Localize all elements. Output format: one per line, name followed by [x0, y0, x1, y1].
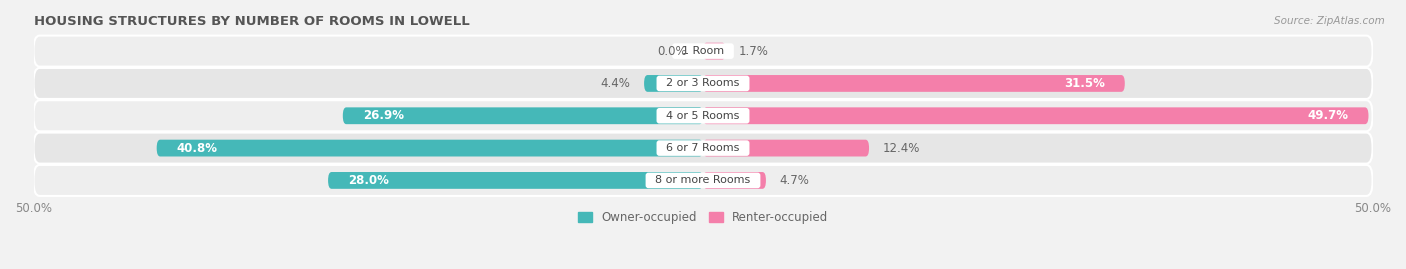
Legend: Owner-occupied, Renter-occupied: Owner-occupied, Renter-occupied	[572, 206, 834, 229]
Text: 31.5%: 31.5%	[1064, 77, 1105, 90]
FancyBboxPatch shape	[703, 107, 1368, 124]
Text: 8 or more Rooms: 8 or more Rooms	[648, 175, 758, 185]
FancyBboxPatch shape	[34, 68, 1372, 99]
Text: 4.4%: 4.4%	[600, 77, 631, 90]
FancyBboxPatch shape	[703, 75, 1125, 92]
FancyBboxPatch shape	[34, 100, 1372, 131]
Text: 4.7%: 4.7%	[779, 174, 810, 187]
Text: 49.7%: 49.7%	[1308, 109, 1348, 122]
FancyBboxPatch shape	[703, 140, 869, 157]
Text: 1.7%: 1.7%	[740, 45, 769, 58]
Text: 4 or 5 Rooms: 4 or 5 Rooms	[659, 111, 747, 121]
FancyBboxPatch shape	[328, 172, 703, 189]
Text: 2 or 3 Rooms: 2 or 3 Rooms	[659, 79, 747, 89]
Text: 26.9%: 26.9%	[363, 109, 404, 122]
Text: Source: ZipAtlas.com: Source: ZipAtlas.com	[1274, 16, 1385, 26]
FancyBboxPatch shape	[34, 36, 1372, 67]
FancyBboxPatch shape	[644, 75, 703, 92]
FancyBboxPatch shape	[34, 133, 1372, 164]
Text: 28.0%: 28.0%	[349, 174, 389, 187]
Text: 6 or 7 Rooms: 6 or 7 Rooms	[659, 143, 747, 153]
Text: 0.0%: 0.0%	[658, 45, 688, 58]
FancyBboxPatch shape	[156, 140, 703, 157]
FancyBboxPatch shape	[703, 172, 766, 189]
Text: HOUSING STRUCTURES BY NUMBER OF ROOMS IN LOWELL: HOUSING STRUCTURES BY NUMBER OF ROOMS IN…	[34, 15, 470, 28]
Text: 40.8%: 40.8%	[177, 141, 218, 155]
FancyBboxPatch shape	[343, 107, 703, 124]
FancyBboxPatch shape	[34, 165, 1372, 196]
FancyBboxPatch shape	[703, 43, 725, 59]
Text: 12.4%: 12.4%	[883, 141, 920, 155]
Text: 1 Room: 1 Room	[675, 46, 731, 56]
